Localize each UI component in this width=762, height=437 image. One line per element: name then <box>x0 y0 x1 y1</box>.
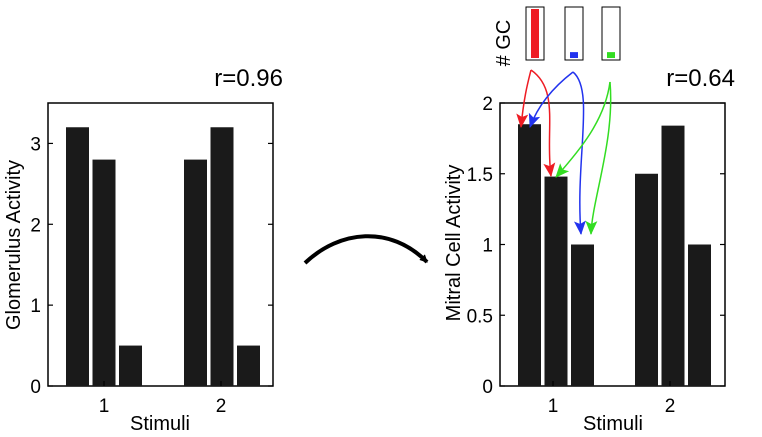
left-ylabel: Glomerulus Activity <box>3 160 25 330</box>
right-ytick-label: 1 <box>482 236 493 257</box>
right-ylabel: Mitral Cell Activity <box>443 165 465 322</box>
right-bar-cat1-bar-3 <box>571 244 594 386</box>
blue-arrow-to-bar3 <box>572 71 586 235</box>
transform-arrow <box>303 234 429 265</box>
left-bar-cat1-bar-3 <box>119 345 142 386</box>
right-ytick-label: 0 <box>482 377 493 398</box>
left-bar-cat2-bar-3 <box>237 345 260 386</box>
right-bar-cat1-bar-2 <box>544 176 568 386</box>
gc-fill-blue <box>570 52 578 58</box>
left-bar-cat1-bar-1 <box>66 127 89 386</box>
blue-arrow-to-bar1 <box>528 71 574 128</box>
left-corr-label: r=0.96 <box>214 65 283 92</box>
gc-box-blue <box>564 6 584 61</box>
right-xtick-label: 1 <box>548 396 559 417</box>
gc-label: # GC <box>493 20 515 67</box>
red-arrow-to-bar2 <box>530 69 556 177</box>
left-bar-cat2-bar-1 <box>184 159 207 386</box>
left-ytick-label: 2 <box>30 215 41 236</box>
left-xtick-label: 1 <box>99 396 110 417</box>
right-xtick-label: 2 <box>665 396 676 417</box>
gc-fill-red <box>531 9 539 58</box>
left-ytick-label: 3 <box>30 134 41 155</box>
red-arrow-to-bar1 <box>516 69 532 128</box>
right-bar-cat1-bar-1 <box>518 124 541 386</box>
gc-boxes <box>525 6 621 61</box>
left-bar-cat2-bar-2 <box>210 127 234 386</box>
left-ytick-label: 0 <box>30 377 41 398</box>
left-ytick-label: 1 <box>30 296 41 317</box>
right-ytick-label: 0.5 <box>467 306 493 327</box>
left-plot-frame <box>47 102 274 387</box>
right-xlabel: Stimuli <box>583 413 643 435</box>
right-bar-cat2-bar-2 <box>661 125 685 386</box>
right-corr-label: r=0.64 <box>666 65 735 92</box>
right-yticks: 0 0.5 1 1.5 2 <box>467 94 725 398</box>
green-arrow-to-bar3 <box>585 81 612 235</box>
left-xtick-label: 2 <box>216 396 227 417</box>
right-bars <box>518 124 711 386</box>
left-bars <box>66 127 260 386</box>
right-ytick-label: 2 <box>482 94 493 115</box>
right-bar-cat2-bar-3 <box>688 244 711 386</box>
right-bar-cat2-bar-1 <box>635 173 658 386</box>
left-xlabel: Stimuli <box>130 413 190 435</box>
left-bar-cat1-bar-2 <box>92 159 116 386</box>
gc-inset: # GC <box>493 6 621 67</box>
right-ytick-label: 1.5 <box>467 165 493 186</box>
gc-arrows <box>516 69 612 235</box>
left-yticks: 0 1 2 3 <box>30 134 273 398</box>
green-arrow-to-bar2 <box>555 81 611 178</box>
gc-fill-green <box>607 52 615 58</box>
gc-box-green <box>601 6 621 61</box>
